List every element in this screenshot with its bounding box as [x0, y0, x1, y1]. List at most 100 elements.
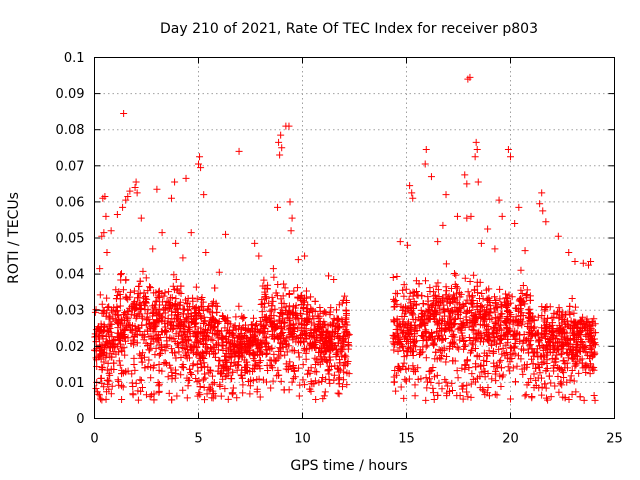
- data-point: [162, 301, 170, 309]
- data-point: [446, 342, 454, 350]
- data-point: [535, 335, 543, 343]
- data-point: [576, 328, 584, 336]
- data-point: [313, 356, 321, 364]
- data-point: [568, 367, 576, 375]
- data-point: [97, 375, 105, 383]
- data-point: [239, 315, 247, 323]
- data-point: [427, 379, 435, 387]
- x-tick-label: 25: [606, 432, 623, 447]
- data-point: [141, 364, 149, 372]
- data-point: [155, 366, 163, 374]
- data-point: [503, 349, 511, 357]
- data-point: [138, 358, 146, 366]
- data-point: [335, 375, 343, 383]
- data-point: [103, 294, 111, 302]
- data-point: [116, 302, 124, 310]
- data-point: [453, 343, 461, 351]
- data-point: [121, 317, 129, 325]
- data-point: [485, 347, 493, 355]
- x-tick-label: 5: [194, 432, 202, 447]
- data-point: [392, 387, 400, 395]
- data-point: [403, 338, 411, 346]
- data-point: [286, 362, 294, 370]
- data-point: [168, 375, 176, 383]
- data-point: [266, 361, 274, 369]
- data-point: [119, 383, 127, 391]
- data-point: [163, 297, 171, 305]
- data-point: [404, 348, 412, 356]
- data-point: [507, 311, 515, 319]
- data-point: [115, 348, 123, 356]
- data-point: [458, 329, 466, 337]
- data-point: [484, 225, 492, 233]
- data-point: [421, 160, 429, 168]
- data-point: [216, 381, 224, 389]
- data-point: [122, 368, 130, 376]
- data-point: [571, 303, 579, 311]
- data-point: [319, 357, 327, 365]
- data-point: [534, 313, 542, 321]
- data-point: [173, 323, 181, 331]
- data-point: [461, 361, 469, 369]
- data-point: [426, 315, 434, 323]
- data-point: [566, 302, 574, 310]
- data-point: [583, 362, 591, 370]
- data-point: [172, 354, 180, 362]
- data-point: [301, 317, 309, 325]
- data-point: [268, 293, 276, 301]
- data-point: [461, 171, 469, 179]
- data-point: [262, 315, 270, 323]
- data-point: [223, 338, 231, 346]
- data-point: [590, 348, 598, 356]
- data-point: [325, 345, 333, 353]
- data-point: [158, 317, 166, 325]
- data-point: [171, 303, 179, 311]
- data-point: [98, 300, 106, 308]
- data-point: [225, 329, 233, 337]
- data-point: [247, 321, 255, 329]
- data-point: [435, 332, 443, 340]
- data-point: [100, 358, 108, 366]
- data-point: [258, 308, 266, 316]
- data-point: [496, 372, 504, 380]
- data-point: [189, 330, 197, 338]
- data-point: [165, 288, 173, 296]
- data-point: [92, 385, 100, 393]
- data-point: [394, 347, 402, 355]
- data-point: [343, 381, 351, 389]
- data-point: [118, 382, 126, 390]
- data-point: [565, 354, 573, 362]
- data-point: [146, 393, 154, 401]
- data-point: [164, 314, 172, 322]
- data-point: [202, 349, 210, 357]
- data-point: [151, 334, 159, 342]
- data-point: [433, 371, 441, 379]
- data-point: [425, 306, 433, 314]
- data-point: [208, 372, 216, 380]
- data-point: [429, 339, 437, 347]
- data-point: [290, 287, 298, 295]
- data-point: [501, 318, 509, 326]
- data-point: [443, 392, 451, 400]
- data-point: [150, 361, 158, 369]
- data-point: [133, 189, 141, 197]
- data-point: [100, 383, 108, 391]
- data-point: [177, 325, 185, 333]
- data-point: [458, 320, 466, 328]
- data-point: [462, 309, 470, 317]
- data-point: [183, 336, 191, 344]
- data-point: [227, 350, 235, 358]
- data-point: [110, 304, 118, 312]
- data-point: [394, 321, 402, 329]
- data-point: [335, 380, 343, 388]
- data-point: [136, 376, 144, 384]
- data-point: [328, 336, 336, 344]
- data-point: [571, 257, 579, 265]
- data-point: [229, 368, 237, 376]
- data-point: [326, 311, 334, 319]
- data-point: [490, 324, 498, 332]
- data-point: [558, 381, 566, 389]
- data-point: [491, 338, 499, 346]
- data-point: [193, 295, 201, 303]
- data-point: [256, 393, 264, 401]
